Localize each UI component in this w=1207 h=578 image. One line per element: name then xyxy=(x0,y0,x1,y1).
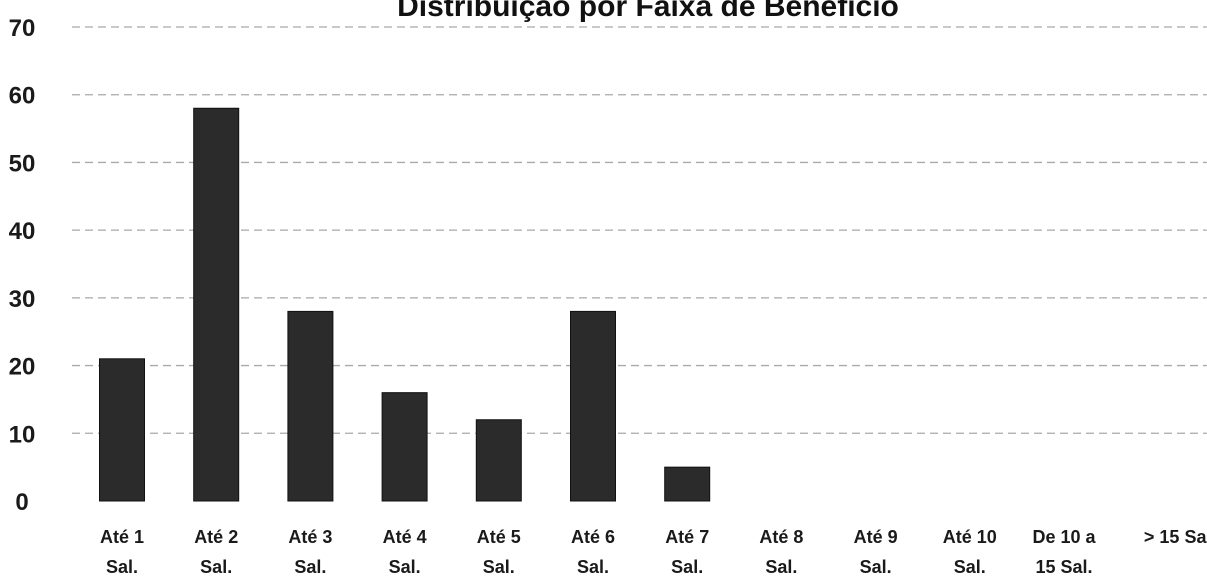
y-tick-label: 10 xyxy=(9,421,36,448)
x-tick-label: Até 8 Sal. xyxy=(759,527,803,577)
y-tick-label: 50 xyxy=(9,150,36,177)
x-tick-label: Até 3 Sal. xyxy=(288,527,332,577)
x-tick-label: Até 2 Sal. xyxy=(194,527,238,577)
bar xyxy=(476,420,521,501)
x-tick-label: Até 10 Sal. xyxy=(943,527,997,577)
x-tick-label: > 15 Sal. xyxy=(1144,527,1207,547)
x-axis: Até 1 Sal. Até 2 Sal. Até 3 Sal. Até 4 Sal. Até … xyxy=(100,527,1207,577)
x-tick-label: Até 1 Sal. xyxy=(100,527,144,577)
bar xyxy=(100,359,145,501)
bar xyxy=(382,393,427,501)
y-tick-label: 40 xyxy=(9,218,36,245)
y-tick-label: 60 xyxy=(9,83,36,110)
x-tick-label: Até 9 Sal. xyxy=(854,527,898,577)
bar xyxy=(665,467,710,501)
y-tick-label: 30 xyxy=(9,286,36,313)
bar xyxy=(571,311,616,501)
y-axis: 0 10 20 30 40 50 60 70 xyxy=(9,15,36,516)
gridlines xyxy=(72,27,1207,433)
x-tick-label: Até 6 Sal. xyxy=(571,527,615,577)
chart-title: Distribuição por Faixa de Benefício xyxy=(397,0,899,23)
y-tick-label: 20 xyxy=(9,354,36,381)
y-tick-label: 0 xyxy=(15,489,28,516)
x-tick-label: Até 4 Sal. xyxy=(383,527,427,577)
bars xyxy=(100,108,710,501)
y-tick-label: 70 xyxy=(9,15,36,42)
x-tick-label: De 10 a 15 Sal. xyxy=(1032,527,1096,577)
bar xyxy=(288,311,333,501)
x-tick-label: Até 5 Sal. xyxy=(477,527,521,577)
x-tick-label: Até 7 Sal. xyxy=(665,527,709,577)
bar xyxy=(194,108,239,501)
